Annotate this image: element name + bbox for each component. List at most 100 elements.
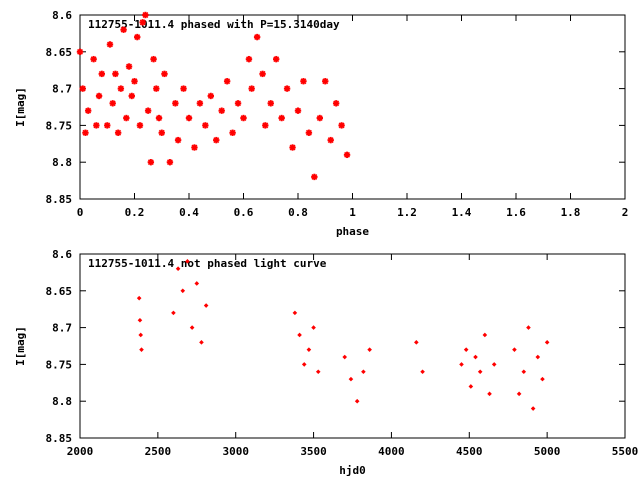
data-point	[106, 41, 114, 48]
data-point	[516, 391, 522, 397]
x-tick-label: 5000	[534, 445, 561, 458]
phased-x-axis-label: phase	[336, 225, 369, 238]
data-point	[521, 369, 527, 375]
x-tick-label: 0.6	[234, 206, 254, 219]
x-tick-label: 4000	[378, 445, 405, 458]
y-tick-label: 8.65	[46, 285, 73, 298]
data-point	[171, 310, 176, 316]
x-tick-label: 0.4	[179, 206, 199, 219]
x-tick-label: 1.6	[506, 206, 526, 219]
data-point	[191, 144, 198, 151]
y-tick-label: 8.8	[52, 395, 72, 408]
data-point	[166, 159, 174, 166]
data-point	[253, 33, 261, 41]
data-point	[273, 55, 280, 63]
phased-plot-frame	[79, 14, 626, 200]
y-tick-label: 8.65	[46, 46, 73, 59]
data-point	[414, 340, 419, 345]
data-point	[315, 369, 321, 375]
data-point	[109, 100, 116, 107]
phased-y-axis-label: I[mag]	[14, 87, 27, 127]
data-point	[468, 384, 474, 389]
y-tick-label: 8.75	[46, 119, 73, 132]
data-point	[172, 100, 179, 107]
data-point	[175, 266, 181, 272]
x-tick-label: 1	[349, 206, 356, 219]
data-point	[240, 114, 247, 122]
phased-data-points	[76, 11, 351, 181]
data-point	[90, 55, 97, 63]
data-point	[348, 376, 354, 382]
phased-light-curve-panel: 112755-1011.4 phased with P=15.3140day p…	[14, 9, 628, 238]
data-point	[82, 129, 89, 136]
data-point	[104, 122, 111, 129]
x-tick-label: 1.4	[452, 206, 472, 219]
data-point	[283, 85, 291, 92]
data-point	[262, 122, 269, 129]
data-point	[79, 85, 86, 92]
x-tick-label: 5500	[612, 445, 639, 458]
data-point	[259, 70, 266, 78]
data-point	[199, 340, 204, 345]
y-tick-label: 8.85	[46, 432, 73, 445]
data-point	[93, 122, 100, 129]
data-point	[180, 85, 187, 92]
phased-ticks: 0 0.2 0.4 0.6 0.8 1 1.2 1.4 1.6 1.8 2 8.6 8.65 8.7 8.7…	[46, 9, 629, 219]
data-point	[300, 78, 307, 85]
data-point	[306, 347, 312, 352]
data-point	[84, 107, 92, 114]
x-tick-label: 0.2	[125, 206, 145, 219]
data-point	[117, 85, 125, 92]
data-point	[338, 122, 345, 129]
data-point	[120, 26, 127, 33]
data-point	[218, 107, 225, 114]
data-point	[526, 325, 531, 330]
data-point	[128, 92, 135, 100]
data-point	[155, 114, 163, 122]
data-point	[367, 347, 372, 352]
data-point	[213, 136, 220, 144]
x-tick-label: 2500	[145, 445, 172, 458]
data-point	[316, 114, 323, 122]
data-point	[487, 391, 492, 397]
data-point	[138, 332, 144, 338]
data-point	[158, 129, 165, 136]
data-point	[223, 78, 231, 85]
x-tick-label: 0.8	[288, 206, 308, 219]
x-tick-label: 3500	[300, 445, 327, 458]
data-point	[234, 100, 242, 107]
data-point	[459, 362, 464, 367]
data-point	[297, 332, 302, 338]
y-tick-label: 8.6	[52, 9, 72, 22]
data-point	[76, 48, 84, 55]
data-point	[292, 310, 298, 316]
x-tick-label: 2000	[67, 445, 94, 458]
data-point	[185, 114, 193, 122]
data-point	[311, 325, 316, 330]
data-point	[131, 78, 138, 85]
x-tick-label: 1.8	[561, 206, 581, 219]
data-point	[342, 354, 348, 360]
data-point	[153, 85, 160, 92]
data-point	[530, 406, 536, 411]
data-point	[147, 159, 155, 166]
data-point	[139, 347, 144, 352]
data-point	[137, 317, 143, 323]
unphased-x-axis-label: hjd0	[339, 464, 366, 477]
data-point	[98, 70, 105, 78]
data-point	[123, 114, 130, 122]
data-point	[311, 173, 318, 181]
unphased-data-points	[136, 259, 550, 411]
data-point	[194, 281, 200, 286]
data-point	[150, 55, 157, 63]
data-point	[305, 129, 313, 136]
data-point	[322, 78, 329, 85]
unphased-plot-title: 112755-1011.4 not phased light curve	[88, 257, 327, 270]
y-tick-label: 8.75	[46, 358, 73, 371]
y-tick-label: 8.85	[46, 193, 73, 206]
data-point	[144, 107, 152, 114]
data-point	[136, 122, 144, 129]
data-point	[203, 303, 209, 308]
x-tick-label: 4500	[456, 445, 483, 458]
